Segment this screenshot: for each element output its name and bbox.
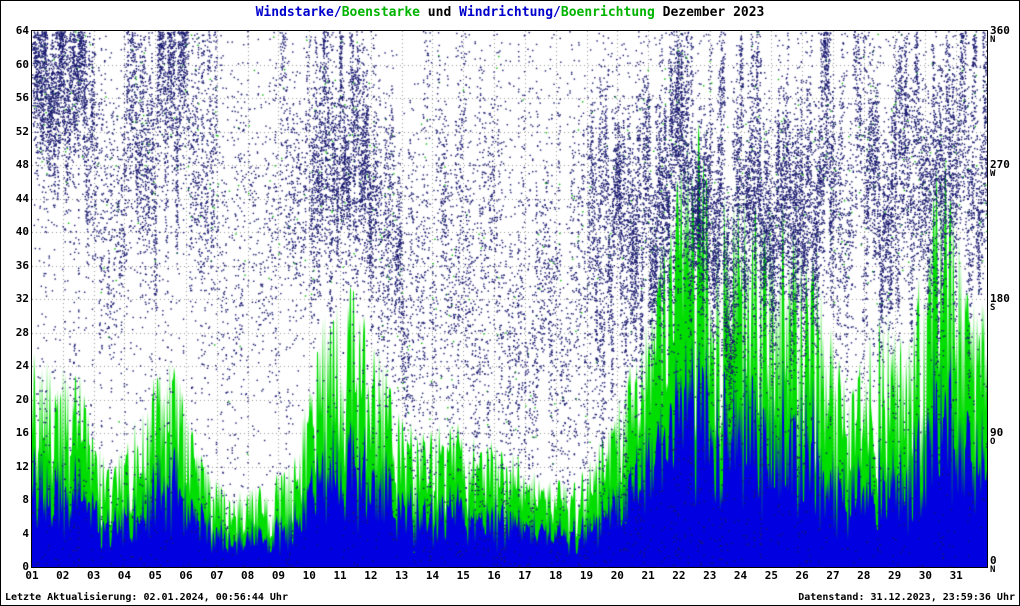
x-axis-label: 21 bbox=[641, 569, 655, 582]
compass-letter: S bbox=[990, 303, 996, 313]
x-axis-label: 01 bbox=[25, 569, 39, 582]
x-axis-label: 06 bbox=[179, 569, 193, 582]
x-axis-label: 25 bbox=[764, 569, 778, 582]
title-part: Windrichtung/ bbox=[459, 5, 561, 20]
title-part: und bbox=[419, 5, 460, 20]
compass-letter: O bbox=[990, 437, 996, 447]
x-axis-label: 23 bbox=[703, 569, 717, 582]
x-axis-label: 31 bbox=[949, 569, 963, 582]
x-axis-label: 16 bbox=[487, 569, 501, 582]
x-axis-label: 09 bbox=[271, 569, 286, 582]
footer-last-update: Letzte Aktualisierung: 02.01.2024, 00:56… bbox=[5, 592, 288, 603]
x-axis-label: 10 bbox=[302, 569, 316, 582]
y-axis-label-left: 16 bbox=[15, 426, 29, 439]
x-axis-label: 30 bbox=[918, 569, 932, 582]
x-axis-label: 15 bbox=[456, 569, 470, 582]
page-title: Windstarke/Boenstarke und Windrichtung/B… bbox=[1, 5, 1019, 20]
x-axis-label: 28 bbox=[857, 569, 871, 582]
x-axis-label: 12 bbox=[364, 569, 378, 582]
x-axis-label: 04 bbox=[117, 569, 132, 582]
title-part: Windstarke/ bbox=[255, 5, 342, 20]
x-axis-label: 14 bbox=[425, 569, 440, 582]
x-axis-label: 26 bbox=[795, 569, 809, 582]
y-axis-label-left: 20 bbox=[15, 392, 29, 406]
x-axis-label: 29 bbox=[887, 569, 902, 582]
y-axis-label-left: 52 bbox=[15, 124, 29, 138]
x-axis-label: 18 bbox=[549, 569, 563, 582]
y-axis-label-left: 44 bbox=[15, 191, 29, 205]
x-axis-label: 27 bbox=[826, 569, 840, 582]
compass-letter: N bbox=[990, 35, 996, 45]
y-axis-label-left: 4 bbox=[22, 526, 29, 540]
y-axis-label-left: 60 bbox=[15, 57, 29, 71]
y-axis-label-left: 24 bbox=[15, 359, 29, 372]
x-axis-label: 22 bbox=[672, 569, 686, 582]
y-axis-label-left: 48 bbox=[15, 158, 29, 171]
y-axis-label-right: 360 N bbox=[990, 25, 1019, 45]
compass-letter: W bbox=[990, 169, 996, 179]
x-axis-label: 24 bbox=[733, 569, 748, 582]
y-axis-label-left: 56 bbox=[15, 91, 29, 104]
x-axis-label: 08 bbox=[241, 569, 255, 582]
footer-data-state: Datenstand: 31.12.2023, 23:59:36 Uhr bbox=[798, 592, 1015, 603]
title-part: Boenrichtung bbox=[560, 5, 655, 20]
compass-letter: N bbox=[990, 565, 996, 575]
y-axis-label-right: 90 O bbox=[990, 427, 1019, 447]
x-axis-label: 17 bbox=[518, 569, 532, 582]
title-part: Dezember 2023 bbox=[654, 5, 765, 20]
y-axis-label-right: 180 S bbox=[990, 293, 1019, 313]
y-axis-label-left: 8 bbox=[22, 493, 29, 506]
y-axis-label-left: 28 bbox=[15, 325, 29, 339]
x-axis-label: 07 bbox=[210, 569, 224, 582]
x-axis-label: 19 bbox=[579, 569, 594, 582]
y-axis-label-left: 40 bbox=[15, 225, 29, 238]
x-axis-label: 02 bbox=[56, 569, 70, 582]
y-axis-label-left: 36 bbox=[15, 258, 29, 272]
y-axis-label-left: 0 bbox=[22, 560, 29, 573]
y-axis-label-left: 32 bbox=[15, 292, 29, 305]
title-part: Boenstarke bbox=[341, 5, 420, 20]
y-axis-label-left: 64 bbox=[15, 24, 29, 37]
x-axis-label: 13 bbox=[395, 569, 409, 582]
plot-canvas bbox=[32, 31, 987, 567]
y-axis-label-right: 270 W bbox=[990, 159, 1019, 179]
x-axis-label: 03 bbox=[86, 569, 101, 582]
x-axis-label: 20 bbox=[610, 569, 624, 582]
x-axis-label: 05 bbox=[148, 569, 162, 582]
x-axis-label: 11 bbox=[333, 569, 347, 582]
y-axis-label-left: 12 bbox=[15, 459, 29, 473]
